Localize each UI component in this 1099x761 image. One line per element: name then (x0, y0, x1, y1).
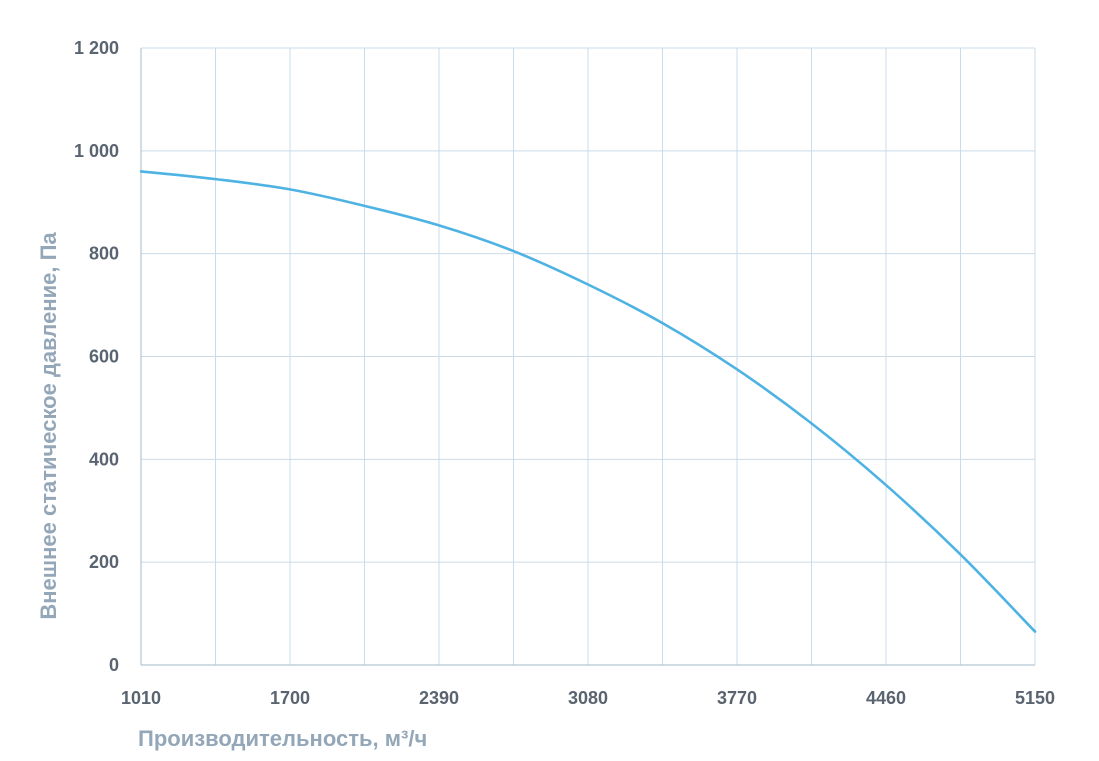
gridlines (140, 47, 1036, 665)
y-tick-label: 1 000 (74, 141, 119, 161)
y-tick-labels: 0 200 400 600 800 1 000 1 200 (74, 38, 119, 675)
x-tick-label: 2390 (419, 688, 459, 708)
x-tick-label: 1010 (121, 688, 161, 708)
x-tick-labels: 1010 1700 2390 3080 3770 4460 5150 (121, 688, 1055, 708)
y-tick-label: 0 (109, 655, 119, 675)
x-axis-title: Производительность, м³/ч (138, 726, 427, 751)
x-tick-label: 4460 (866, 688, 906, 708)
x-tick-label: 1700 (270, 688, 310, 708)
x-tick-label: 5150 (1015, 688, 1055, 708)
y-tick-label: 1 200 (74, 38, 119, 58)
series-layer (139, 170, 1037, 633)
x-tick-label: 3080 (568, 688, 608, 708)
y-axis-title: Внешнее статическое давление, Па (36, 232, 61, 620)
y-tick-label: 200 (89, 552, 119, 572)
y-tick-label: 600 (89, 347, 119, 367)
series-line (139, 170, 1037, 633)
axes (140, 48, 1035, 666)
x-tick-label: 3770 (717, 688, 757, 708)
y-tick-label: 400 (89, 449, 119, 469)
y-tick-label: 800 (89, 244, 119, 264)
